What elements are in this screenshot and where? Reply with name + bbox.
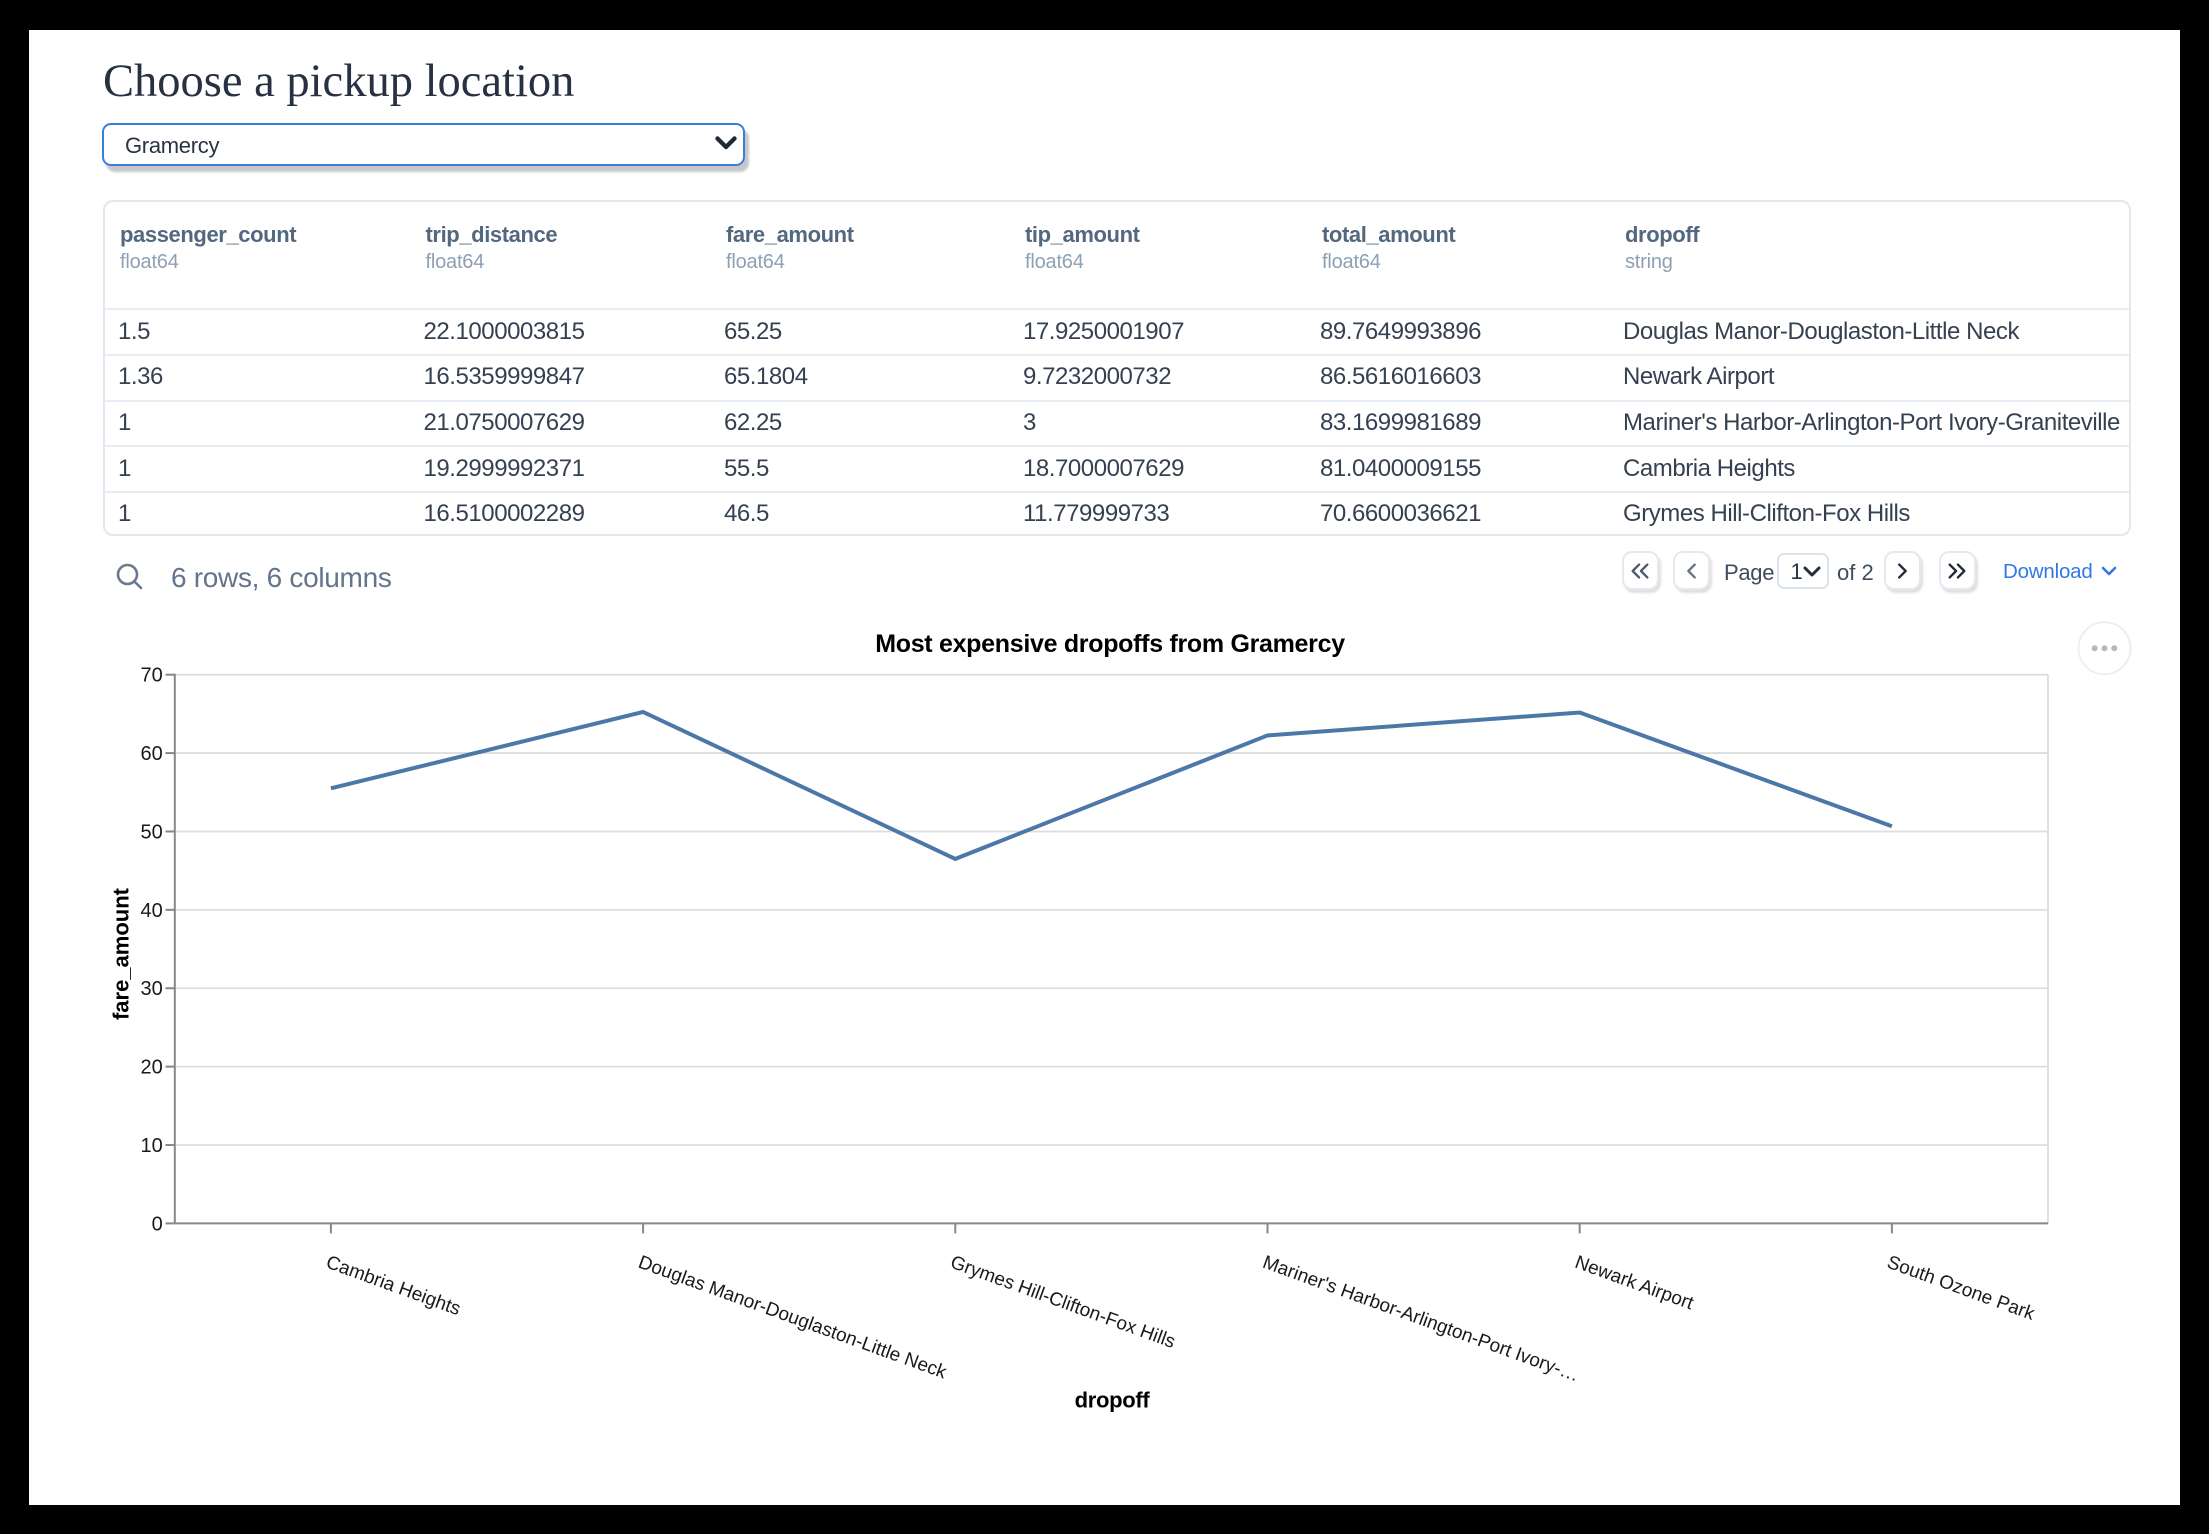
svg-text:40: 40 — [141, 900, 163, 922]
svg-text:dropoff: dropoff — [1075, 1388, 1151, 1413]
svg-text:Cambria Heights: Cambria Heights — [323, 1252, 463, 1320]
svg-text:70: 70 — [141, 665, 163, 687]
svg-text:0: 0 — [152, 1213, 163, 1235]
svg-text:Newark Airport: Newark Airport — [1572, 1252, 1697, 1315]
svg-text:60: 60 — [141, 743, 163, 765]
svg-text:South Ozone Park: South Ozone Park — [1884, 1252, 2038, 1325]
svg-text:Grymes Hill-Clifton-Fox Hills: Grymes Hill-Clifton-Fox Hills — [948, 1252, 1178, 1353]
svg-text:Most expensive dropoffs from G: Most expensive dropoffs from Gramercy — [875, 630, 1345, 658]
svg-text:Douglas Manor-Douglaston-Littl: Douglas Manor-Douglaston-Little Neck — [635, 1252, 949, 1384]
svg-text:Mariner's Harbor-Arlington-Por: Mariner's Harbor-Arlington-Port Ivory-… — [1260, 1252, 1582, 1386]
svg-text:50: 50 — [141, 821, 163, 843]
svg-text:30: 30 — [141, 978, 163, 1000]
svg-text:20: 20 — [141, 1057, 163, 1079]
svg-text:fare_amount: fare_amount — [109, 887, 134, 1020]
svg-text:10: 10 — [141, 1135, 163, 1157]
